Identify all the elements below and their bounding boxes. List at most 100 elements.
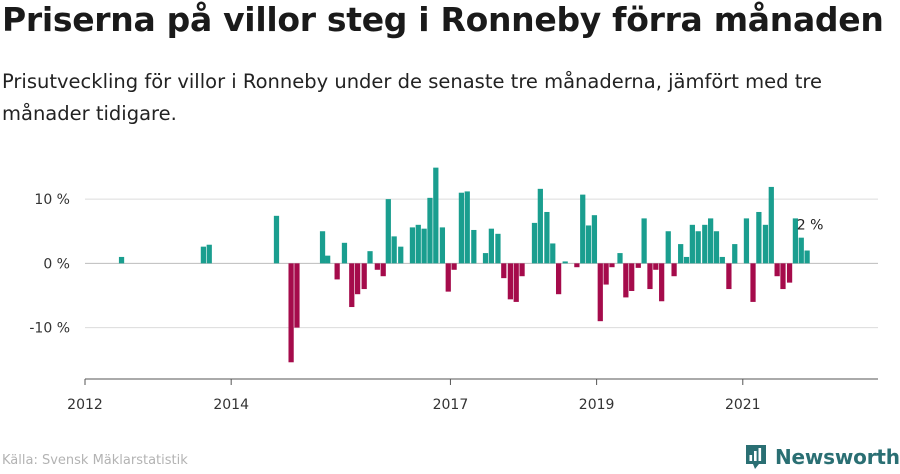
bar: [641, 218, 647, 264]
bar: [537, 188, 543, 264]
bar: [427, 197, 433, 264]
bar: [768, 186, 774, 264]
x-tick-label: 2014: [213, 397, 249, 413]
bar: [380, 263, 386, 277]
y-axis: 10 % 0 % -10 %: [29, 192, 70, 336]
bar: [609, 263, 615, 268]
bar: [349, 263, 355, 308]
bar: [531, 222, 538, 264]
bar: [471, 229, 477, 264]
bar: [415, 224, 421, 264]
bar: [786, 263, 793, 283]
bar-series: [118, 167, 810, 363]
bar: [482, 253, 489, 264]
bar: [451, 263, 457, 270]
bar: [591, 215, 598, 264]
x-tick-label: 2021: [725, 397, 761, 413]
bar-chart: 2012 2014 2017 2019 2021 10 % 0 % -10 % 2 %: [29, 167, 878, 413]
bar: [355, 263, 361, 295]
bar: [391, 236, 397, 264]
bar: [288, 263, 294, 363]
bar: [118, 256, 125, 264]
bar: [756, 211, 762, 264]
bar: [319, 231, 326, 264]
bar: [762, 224, 769, 264]
bar: [792, 218, 799, 264]
bar: [200, 246, 207, 264]
bar: [501, 263, 507, 279]
bar: [665, 231, 671, 264]
bar: [513, 263, 519, 302]
newsworthy-logo-icon: [746, 445, 766, 469]
y-tick-label: 0 %: [43, 256, 70, 272]
y-tick-label: 10 %: [34, 192, 70, 208]
bar: [580, 194, 586, 264]
bar: [678, 244, 684, 264]
bar: [361, 263, 367, 290]
bar: [683, 256, 690, 264]
bar: [367, 251, 373, 264]
bar: [325, 255, 331, 264]
x-tick-label: 2019: [579, 397, 615, 413]
bar: [562, 261, 568, 264]
bar: [495, 233, 501, 264]
bar: [555, 263, 562, 295]
bar: [458, 192, 465, 264]
latest-value-label: 2 %: [797, 218, 824, 234]
bar: [585, 225, 592, 264]
x-axis: 2012 2014 2017 2019 2021: [67, 378, 878, 413]
bar: [719, 256, 725, 264]
bar: [273, 215, 280, 264]
bar: [798, 237, 804, 264]
chart-title: Priserna på villor steg i Ronneby förra …: [2, 0, 884, 39]
bar: [635, 263, 641, 268]
annotations: 2 %: [797, 218, 824, 234]
bar: [488, 228, 494, 264]
bar: [597, 263, 603, 322]
bar: [708, 218, 714, 264]
bar: [206, 244, 212, 264]
bar: [695, 231, 701, 264]
bar: [464, 191, 470, 264]
bar: [409, 227, 416, 264]
x-tick-label: 2017: [433, 397, 469, 413]
bar: [647, 263, 653, 290]
bar: [294, 263, 300, 328]
bar: [334, 263, 340, 280]
bar: [574, 263, 580, 268]
brand-name: Newsworthy: [775, 445, 900, 469]
bar: [780, 263, 786, 290]
bar: [653, 263, 659, 270]
bar: [374, 263, 380, 270]
bar: [603, 263, 609, 285]
brand-logo: Newsworthy: [744, 441, 900, 473]
bar: [550, 243, 556, 264]
bar: [689, 224, 695, 264]
bar: [750, 263, 756, 302]
bar: [732, 244, 738, 264]
x-tick-label: 2012: [67, 397, 103, 413]
grid-lines: [85, 198, 878, 329]
bar: [421, 228, 427, 264]
source-note: Källa: Svensk Mäklarstatistik: [2, 453, 188, 468]
bar: [702, 224, 708, 264]
bar: [385, 199, 391, 264]
bar: [433, 167, 439, 264]
bar: [671, 263, 677, 277]
bar: [774, 263, 780, 277]
bar: [507, 263, 513, 300]
bar: [743, 218, 750, 264]
bar: [341, 242, 348, 264]
chart-subtitle: Prisutveckling för villor i Ronneby unde…: [2, 70, 822, 125]
y-tick-label: -10 %: [29, 321, 70, 337]
bar: [659, 263, 665, 302]
bar: [804, 250, 810, 264]
bar: [519, 263, 525, 277]
bar: [629, 263, 635, 291]
bar: [623, 263, 629, 298]
bar: [544, 211, 550, 264]
bar: [445, 263, 451, 292]
bar: [726, 263, 732, 290]
bar: [617, 253, 623, 264]
bar: [713, 231, 720, 264]
